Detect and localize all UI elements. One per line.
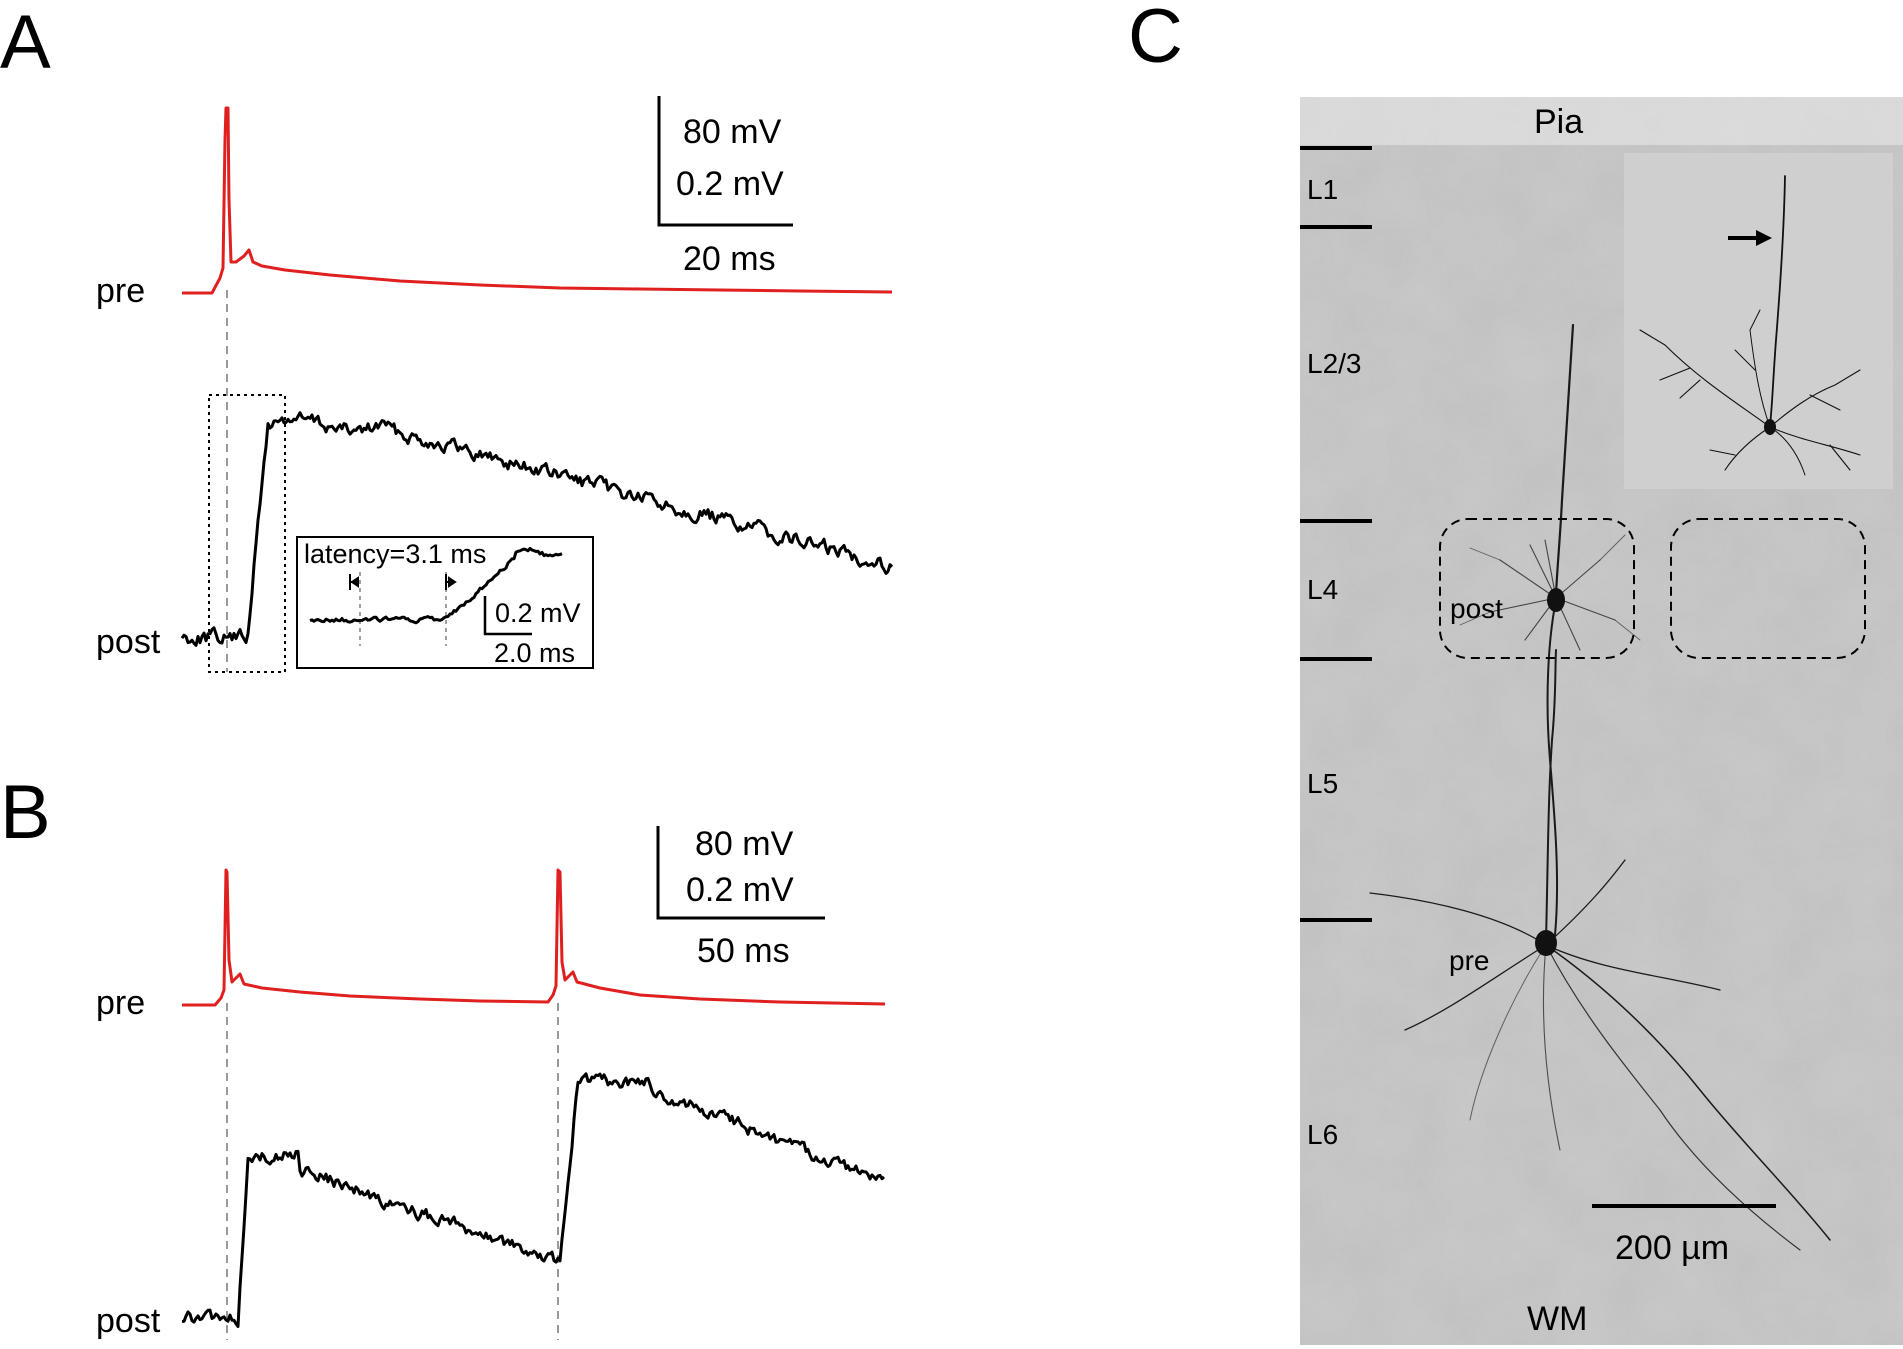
reconstruction-arrow-icon [1728,230,1772,246]
scale-a-voltage-pre: 80 mV [683,113,782,151]
pre-trace-b [182,868,886,1007]
scale-a-voltage-post: 0.2 mV [676,165,784,203]
panel-letter-b: B [0,770,51,855]
scale-bar-b-lines [656,826,825,920]
post-trace-b [181,1072,886,1328]
label-pia: Pia [1534,103,1583,141]
pre-trace-a [182,106,893,295]
layer-label-l4: L4 [1307,574,1338,605]
scale-bar-a-lines [657,96,793,227]
pre-cell [1369,649,1831,1251]
label-wm: WM [1527,1300,1587,1338]
scale-bar-a: 80 mV 0.2 mV 20 ms [657,96,793,278]
region-post-dashed [1439,518,1635,659]
label-pre-b: pre [96,984,145,1022]
zoom-region-box [208,394,286,673]
inset-scale-time: 2.0 ms [494,638,575,668]
reconstruction-background [1624,153,1893,489]
pia-band [1300,97,1903,145]
scale-a-time: 20 ms [683,240,776,278]
panel-letter-c: C [1128,0,1183,79]
panel-letter-a: A [0,0,51,85]
label-post-a: post [96,623,161,661]
latency-inset: latency=3.1 ms 0.2 mV 2.0 ms [296,536,594,669]
post-trace-a [180,411,894,647]
label-post-cell: post [1450,593,1503,624]
panel-c: C Pia L1 L2/3 L4 L5 L6 WM [1128,0,1903,1345]
scale-b-voltage-pre: 80 mV [695,825,794,863]
inset-scale-voltage: 0.2 mV [495,598,581,628]
scale-b-voltage-post: 0.2 mV [686,871,794,909]
reconstruction-inset [1624,153,1893,489]
inset-frame [296,536,594,669]
scale-b-time: 50 ms [697,932,790,970]
inset-latency-text: latency=3.1 ms [304,539,486,569]
layer-label-l1: L1 [1307,174,1338,205]
inset-scale-bar [483,596,532,636]
panel-a: A 80 mV 0.2 mV 20 ms pre post latency=3.… [0,0,894,673]
label-pre-a: pre [96,272,145,310]
panel-b: B 80 mV 0.2 mV 50 ms pre post [0,770,886,1340]
layer-boundaries [1300,146,1372,922]
layer-label-l6: L6 [1307,1119,1338,1150]
label-post-b: post [96,1302,161,1340]
layer-label-l23: L2/3 [1307,348,1362,379]
inset-post-trace [309,547,563,625]
label-pre-cell: pre [1449,945,1489,976]
scale-bar-c-label: 200 µm [1615,1229,1729,1267]
region-empty-dashed [1670,518,1866,659]
inset-latency-arrows [349,574,457,590]
reconstruction-neuron [1639,175,1861,476]
micrograph: Pia L1 L2/3 L4 L5 L6 WM post [1300,97,1903,1345]
scale-bar-b: 80 mV 0.2 mV 50 ms [656,825,825,970]
layer-label-l5: L5 [1307,768,1338,799]
